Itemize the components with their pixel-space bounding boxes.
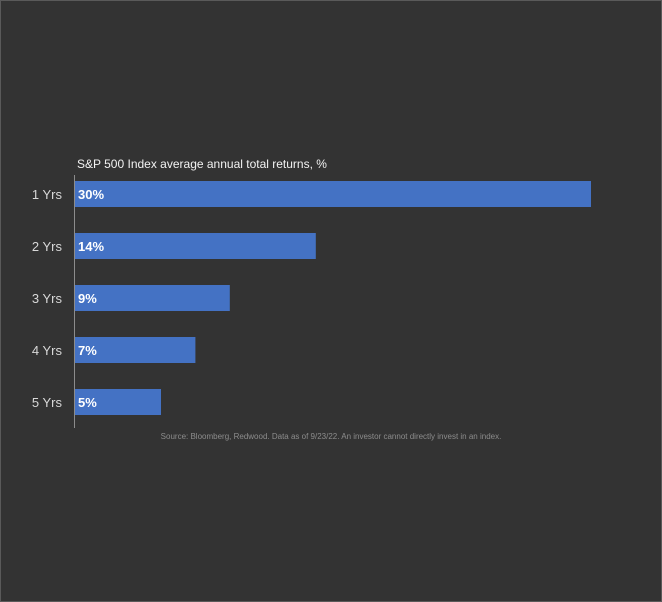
category-tick-label: 2 Yrs <box>32 239 63 254</box>
bar-value-label: 14% <box>78 239 104 254</box>
category-tick-label: 4 Yrs <box>32 343 63 358</box>
bar <box>75 181 591 207</box>
bar <box>75 285 230 311</box>
category-tick-label: 5 Yrs <box>32 395 63 410</box>
chart-title: S&P 500 Index average annual total retur… <box>77 157 327 171</box>
bar <box>75 337 196 363</box>
bar-value-label: 9% <box>78 291 97 306</box>
bar <box>75 233 316 259</box>
source-note: Source: Bloomberg, Redwood. Data as of 9… <box>161 432 502 441</box>
bars-group: 1 Yrs 30% 2 Yrs 14% 3 Yrs 9% 4 Yrs 7% 5 Yrs 5% <box>32 181 591 415</box>
bar-value-label: 5% <box>78 395 97 410</box>
bar <box>75 389 161 415</box>
category-tick-label: 1 Yrs <box>32 187 63 202</box>
category-tick-label: 3 Yrs <box>32 291 63 306</box>
bar-value-label: 7% <box>78 343 97 358</box>
bar-value-label: 30% <box>78 187 104 202</box>
